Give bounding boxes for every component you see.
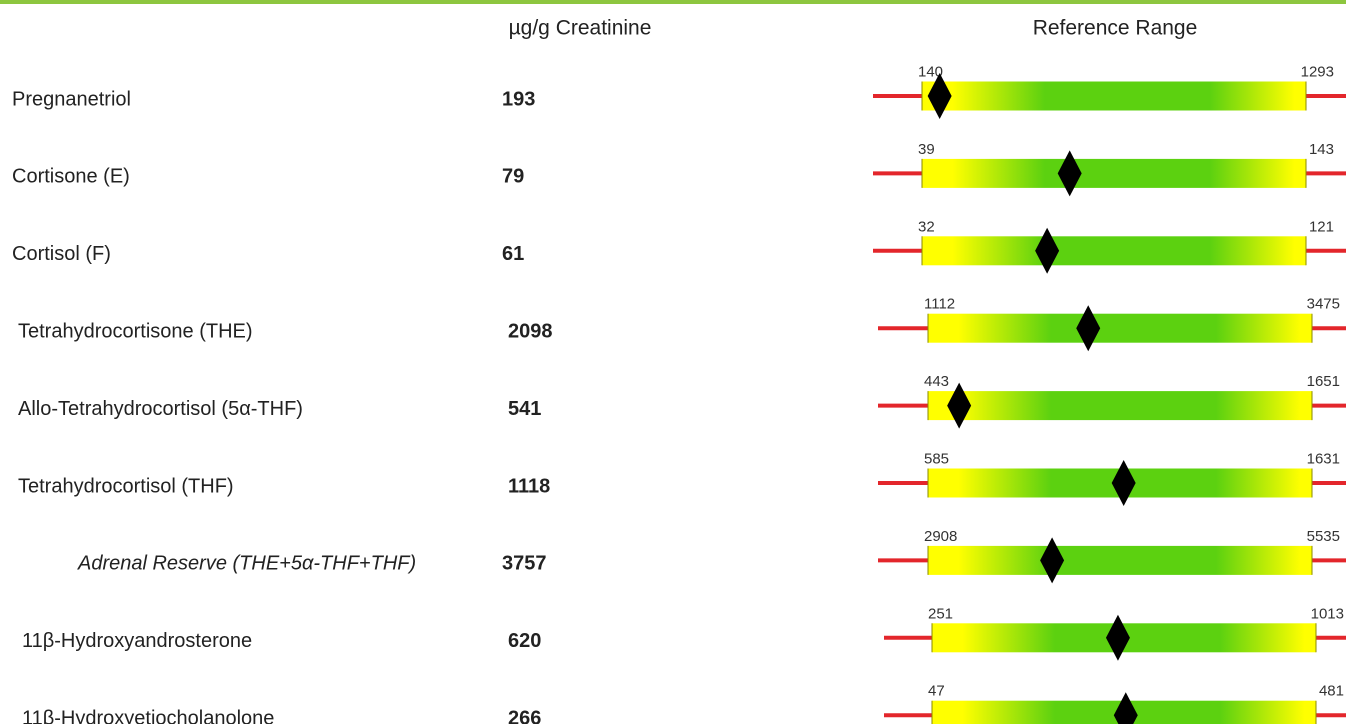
analyte-name: Tetrahydrocortisol (THF): [18, 475, 234, 497]
result-marker: [1035, 227, 1060, 274]
result-marker: [947, 382, 972, 429]
result-marker: [927, 73, 952, 119]
range-high-label: 121: [1309, 218, 1334, 235]
result-marker: [1111, 460, 1136, 506]
analyte-value: 61: [502, 243, 524, 265]
range-high-label: 1651: [1307, 373, 1340, 390]
analyte-name: 11β-Hydroxyetiocholanolone: [22, 707, 274, 724]
analyte-value: 2098: [508, 320, 553, 342]
range-high-label: 1293: [1301, 63, 1334, 80]
range-high-label: 1013: [1311, 605, 1344, 622]
analyte-name: Adrenal Reserve (THE+5α-THF+THF): [77, 553, 416, 575]
value-header: µg/g Creatinine: [509, 17, 652, 40]
analyte-value: 79: [502, 166, 524, 188]
top-rule: [0, 0, 1346, 4]
range-bar: [928, 313, 1312, 343]
analyte-name: 11β-Hydroxyandrosterone: [22, 630, 252, 652]
range-low-label: 251: [928, 605, 953, 622]
range-high-label: 143: [1309, 141, 1334, 158]
analyte-name: Cortisol (F): [12, 243, 111, 265]
analyte-value: 1118: [508, 475, 550, 497]
result-marker: [1105, 614, 1130, 661]
range-low-label: 39: [918, 141, 935, 158]
range-bar: [928, 545, 1312, 575]
analyte-value: 541: [508, 398, 541, 420]
range-low-label: 47: [928, 683, 945, 700]
range-high-label: 5535: [1307, 528, 1340, 545]
range-bar: [922, 81, 1306, 111]
range-high-label: 481: [1319, 683, 1344, 700]
range-bar: [928, 391, 1312, 421]
range-low-label: 32: [918, 218, 935, 235]
analyte-value: 193: [502, 88, 535, 110]
result-marker: [1057, 150, 1082, 197]
range-bar: [922, 158, 1306, 188]
result-marker: [1040, 537, 1065, 584]
result-marker: [1076, 305, 1101, 352]
analyte-value: 620: [508, 630, 541, 652]
analyte-value: 266: [508, 707, 541, 724]
range-high-label: 1631: [1307, 450, 1340, 467]
analyte-name: Allo-Tetrahydrocortisol (5α-THF): [18, 398, 303, 420]
range-high-label: 3475: [1307, 296, 1340, 313]
range-bar: [922, 236, 1306, 266]
analyte-name: Tetrahydrocortisone (THE): [18, 320, 253, 342]
result-marker: [1113, 692, 1138, 724]
range-low-label: 1112: [924, 296, 955, 313]
range-low-label: 443: [924, 373, 949, 390]
analyte-name: Pregnanetriol: [12, 88, 131, 110]
range-low-label: 585: [924, 450, 949, 467]
analyte-name: Cortisone (E): [12, 166, 130, 188]
analyte-value: 3757: [502, 553, 547, 575]
range-low-label: 2908: [924, 528, 957, 545]
range-header: Reference Range: [1033, 17, 1198, 40]
range-low-label: 140: [918, 63, 943, 80]
